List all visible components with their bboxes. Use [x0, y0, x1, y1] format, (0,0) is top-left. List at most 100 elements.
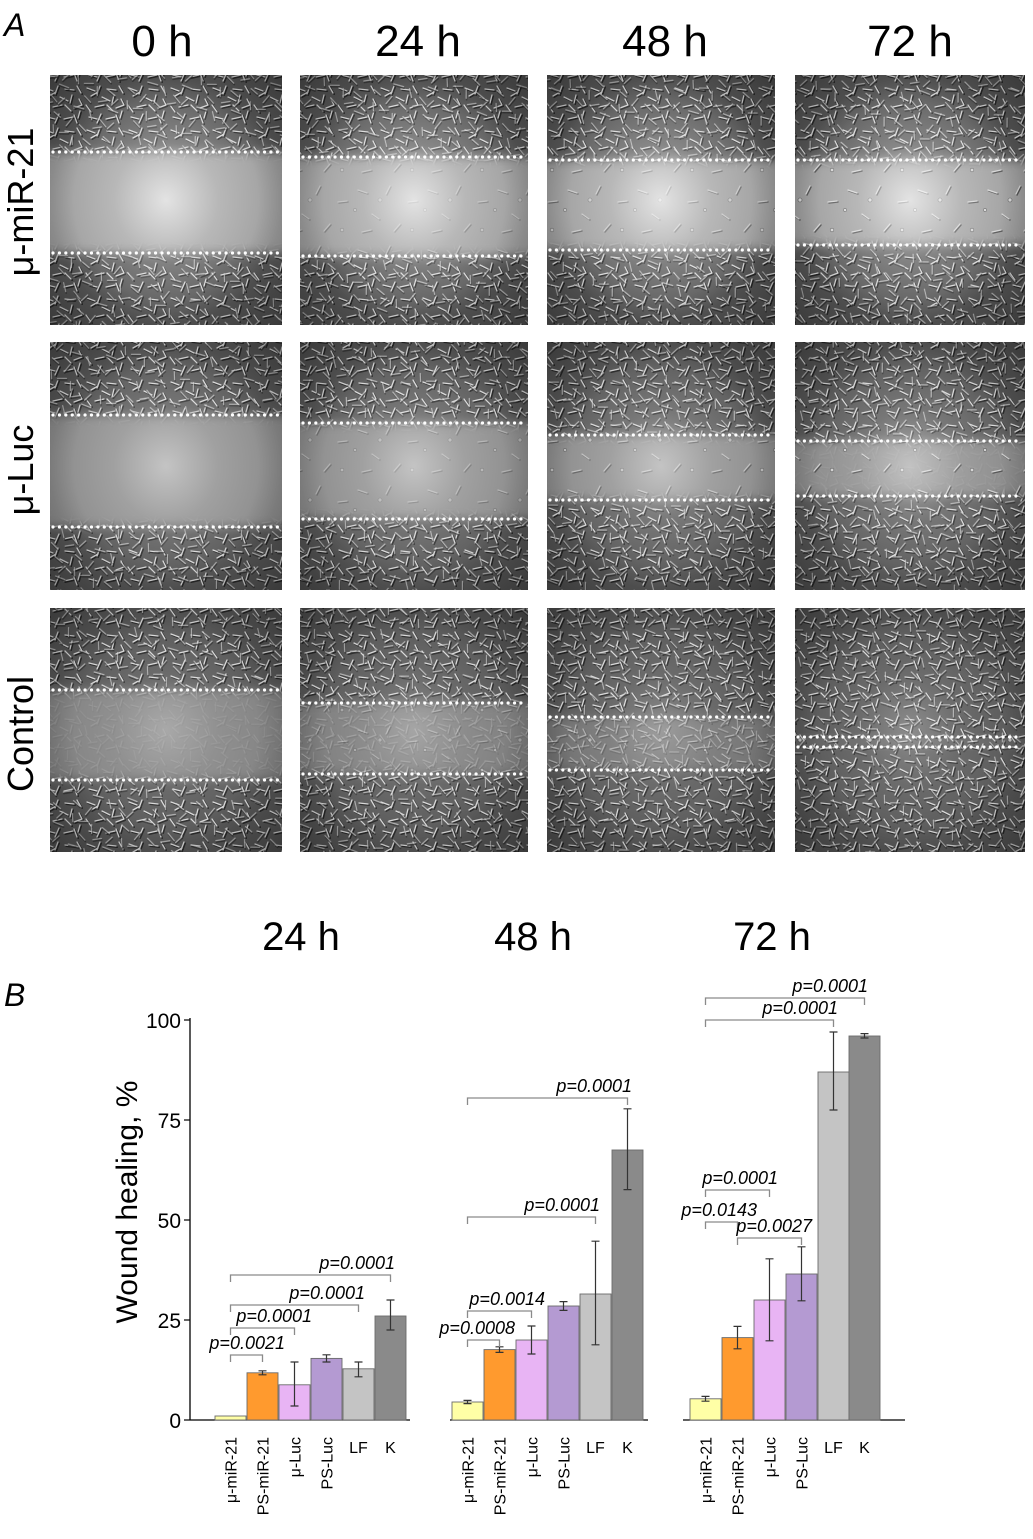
micrograph-mu-mir-21-0h [50, 75, 282, 325]
group-title-24h: 24 h [262, 915, 340, 959]
micrograph-grid [50, 75, 1025, 852]
p-value-label: p=0.0001 [701, 1168, 778, 1188]
x-tick-label: μ-Luc [525, 1437, 542, 1477]
significance-bracket [466, 1216, 597, 1224]
p-value-label: p=0.0143 [680, 1200, 757, 1220]
bar-72-h-mu-luc [753, 1299, 786, 1421]
error-bar-48-h-lf [591, 1240, 600, 1346]
column-header-0h: 0 h [131, 17, 192, 66]
significance-bracket [704, 1189, 771, 1197]
significance-bracket [704, 997, 866, 1005]
bar-24-h-mu-mir-21 [214, 1415, 247, 1421]
group-title-72h: 72 h [733, 915, 811, 959]
micrograph-control-0h [50, 608, 282, 852]
row-label-mu-luc: μ-Luc [0, 425, 41, 516]
error-bar-24-h-ps-mir-21 [258, 1370, 267, 1376]
p-value-label: p=0.0001 [318, 1253, 395, 1273]
y-tick-label: 0 [169, 1410, 181, 1433]
significance-bracket [466, 1339, 501, 1347]
micrograph-control-24h [300, 608, 528, 852]
error-bar-72-h-ps-mir-21 [733, 1325, 742, 1350]
error-bar-72-h-ps-luc [797, 1246, 806, 1302]
micrograph-mu-luc-0h [50, 342, 282, 590]
bar-group-72-h: μ-miR-21 PS-miR-21 μ-Luc PS-Luc LF Kp=0.0001p… [680, 976, 905, 1515]
bar-24-h-k [374, 1315, 407, 1421]
group-title-48h: 48 h [494, 915, 572, 959]
significance-bracket [704, 1019, 835, 1027]
error-bar-48-h-mu-mir-21 [463, 1399, 472, 1405]
bar-72-h-ps-mir-21 [721, 1337, 754, 1421]
panel-b-label: B [4, 977, 25, 1013]
bar-48-h-k [611, 1149, 644, 1421]
panel-a-label: A [2, 7, 25, 43]
significance-bracket [229, 1354, 264, 1362]
p-value-label: p=0.0001 [235, 1306, 312, 1326]
column-header-24h: 24 h [375, 17, 461, 66]
p-value-label: p=0.0001 [555, 1076, 632, 1096]
significance-bracket [466, 1097, 629, 1105]
bar-chart: 0 25 50 75 100 μ-miR-21 PS-miR-21 μ-Luc PS-Luc LF… [146, 976, 905, 1515]
micrograph-mu-mir-21-48h [547, 75, 775, 325]
y-axis-label: Wound healing, % [111, 1081, 144, 1324]
p-value-label: p=0.0001 [288, 1283, 365, 1303]
error-bar-24-h-ps-luc [322, 1354, 331, 1363]
micrograph-mu-luc-48h [547, 342, 775, 590]
error-bar-72-h-lf [829, 1031, 838, 1111]
bar-72-h-mu-mir-21 [689, 1398, 722, 1421]
row-label-control: Control [0, 676, 41, 792]
x-tick-label: K [859, 1440, 870, 1457]
micrograph-mu-mir-21-72h [795, 75, 1025, 325]
x-tick-label: LF [824, 1440, 843, 1457]
p-value-label: p=0.0021 [208, 1333, 285, 1353]
y-tick-label: 50 [158, 1210, 181, 1233]
x-tick-label: μ-Luc [288, 1437, 305, 1477]
bar-48-h-ps-mir-21 [483, 1349, 516, 1421]
x-tick-label: LF [349, 1440, 368, 1457]
micrograph-control-48h [547, 608, 775, 852]
x-tick-label: PS-Luc [557, 1437, 574, 1489]
bar-group-24-h: μ-miR-21 PS-miR-21 μ-Luc PS-Luc LF Kp=0.0021 p… [190, 1253, 410, 1515]
bar-24-h-ps-mir-21 [246, 1372, 279, 1421]
x-tick-label: μ-miR-21 [224, 1437, 241, 1503]
bar-48-h-mu-mir-21 [451, 1401, 484, 1421]
error-bar-48-h-k [623, 1108, 632, 1191]
p-value-label: p=0.0014 [468, 1289, 545, 1309]
micrograph-control-72h [795, 608, 1025, 852]
error-bar-72-h-mu-luc [765, 1258, 774, 1342]
bar-48-h-ps-luc [547, 1305, 580, 1421]
error-bar-48-h-ps-luc [559, 1301, 568, 1311]
bar-72-h-k [848, 1035, 881, 1421]
significance-bracket [229, 1304, 360, 1312]
bar-72-h-lf [817, 1071, 850, 1421]
column-header-48h: 48 h [622, 17, 708, 66]
micrograph-mu-mir-21-24h [300, 75, 528, 325]
significance-bracket [229, 1274, 392, 1282]
column-header-72h: 72 h [867, 17, 953, 66]
x-tick-label: PS-miR-21 [256, 1437, 273, 1515]
error-bar-72-h-mu-mir-21 [701, 1395, 710, 1402]
bar-24-h-ps-luc [310, 1357, 343, 1421]
error-bar-24-h-k [386, 1299, 395, 1331]
x-tick-label: PS-miR-21 [731, 1437, 748, 1515]
significance-bracket [736, 1237, 803, 1245]
p-value-label: p=0.0001 [761, 998, 838, 1018]
x-tick-label: μ-miR-21 [461, 1437, 478, 1503]
significance-bracket [704, 1221, 739, 1229]
significance-bracket [466, 1310, 533, 1318]
p-value-label: p=0.0027 [735, 1216, 813, 1236]
bar-group-48-h: μ-miR-21 PS-miR-21 μ-Luc PS-Luc LF Kp=0.0008 p… [438, 1076, 648, 1515]
x-tick-label: K [622, 1440, 633, 1457]
x-tick-label: μ-miR-21 [699, 1437, 716, 1503]
row-label-mu-mir-21: μ-miR-21 [0, 128, 41, 277]
micrograph-mu-luc-24h [300, 342, 528, 590]
p-value-label: p=0.0001 [791, 976, 868, 996]
y-tick-label: 100 [146, 1010, 181, 1033]
significance-bracket [229, 1327, 296, 1335]
error-bar-72-h-k [860, 1033, 869, 1039]
p-value-label: p=0.0008 [438, 1318, 515, 1338]
x-tick-label: PS-Luc [795, 1437, 812, 1489]
y-tick-label: 75 [158, 1110, 181, 1133]
p-value-label: p=0.0001 [523, 1195, 600, 1215]
y-tick-label: 25 [158, 1310, 181, 1333]
error-bar-24-h-lf [354, 1361, 363, 1378]
